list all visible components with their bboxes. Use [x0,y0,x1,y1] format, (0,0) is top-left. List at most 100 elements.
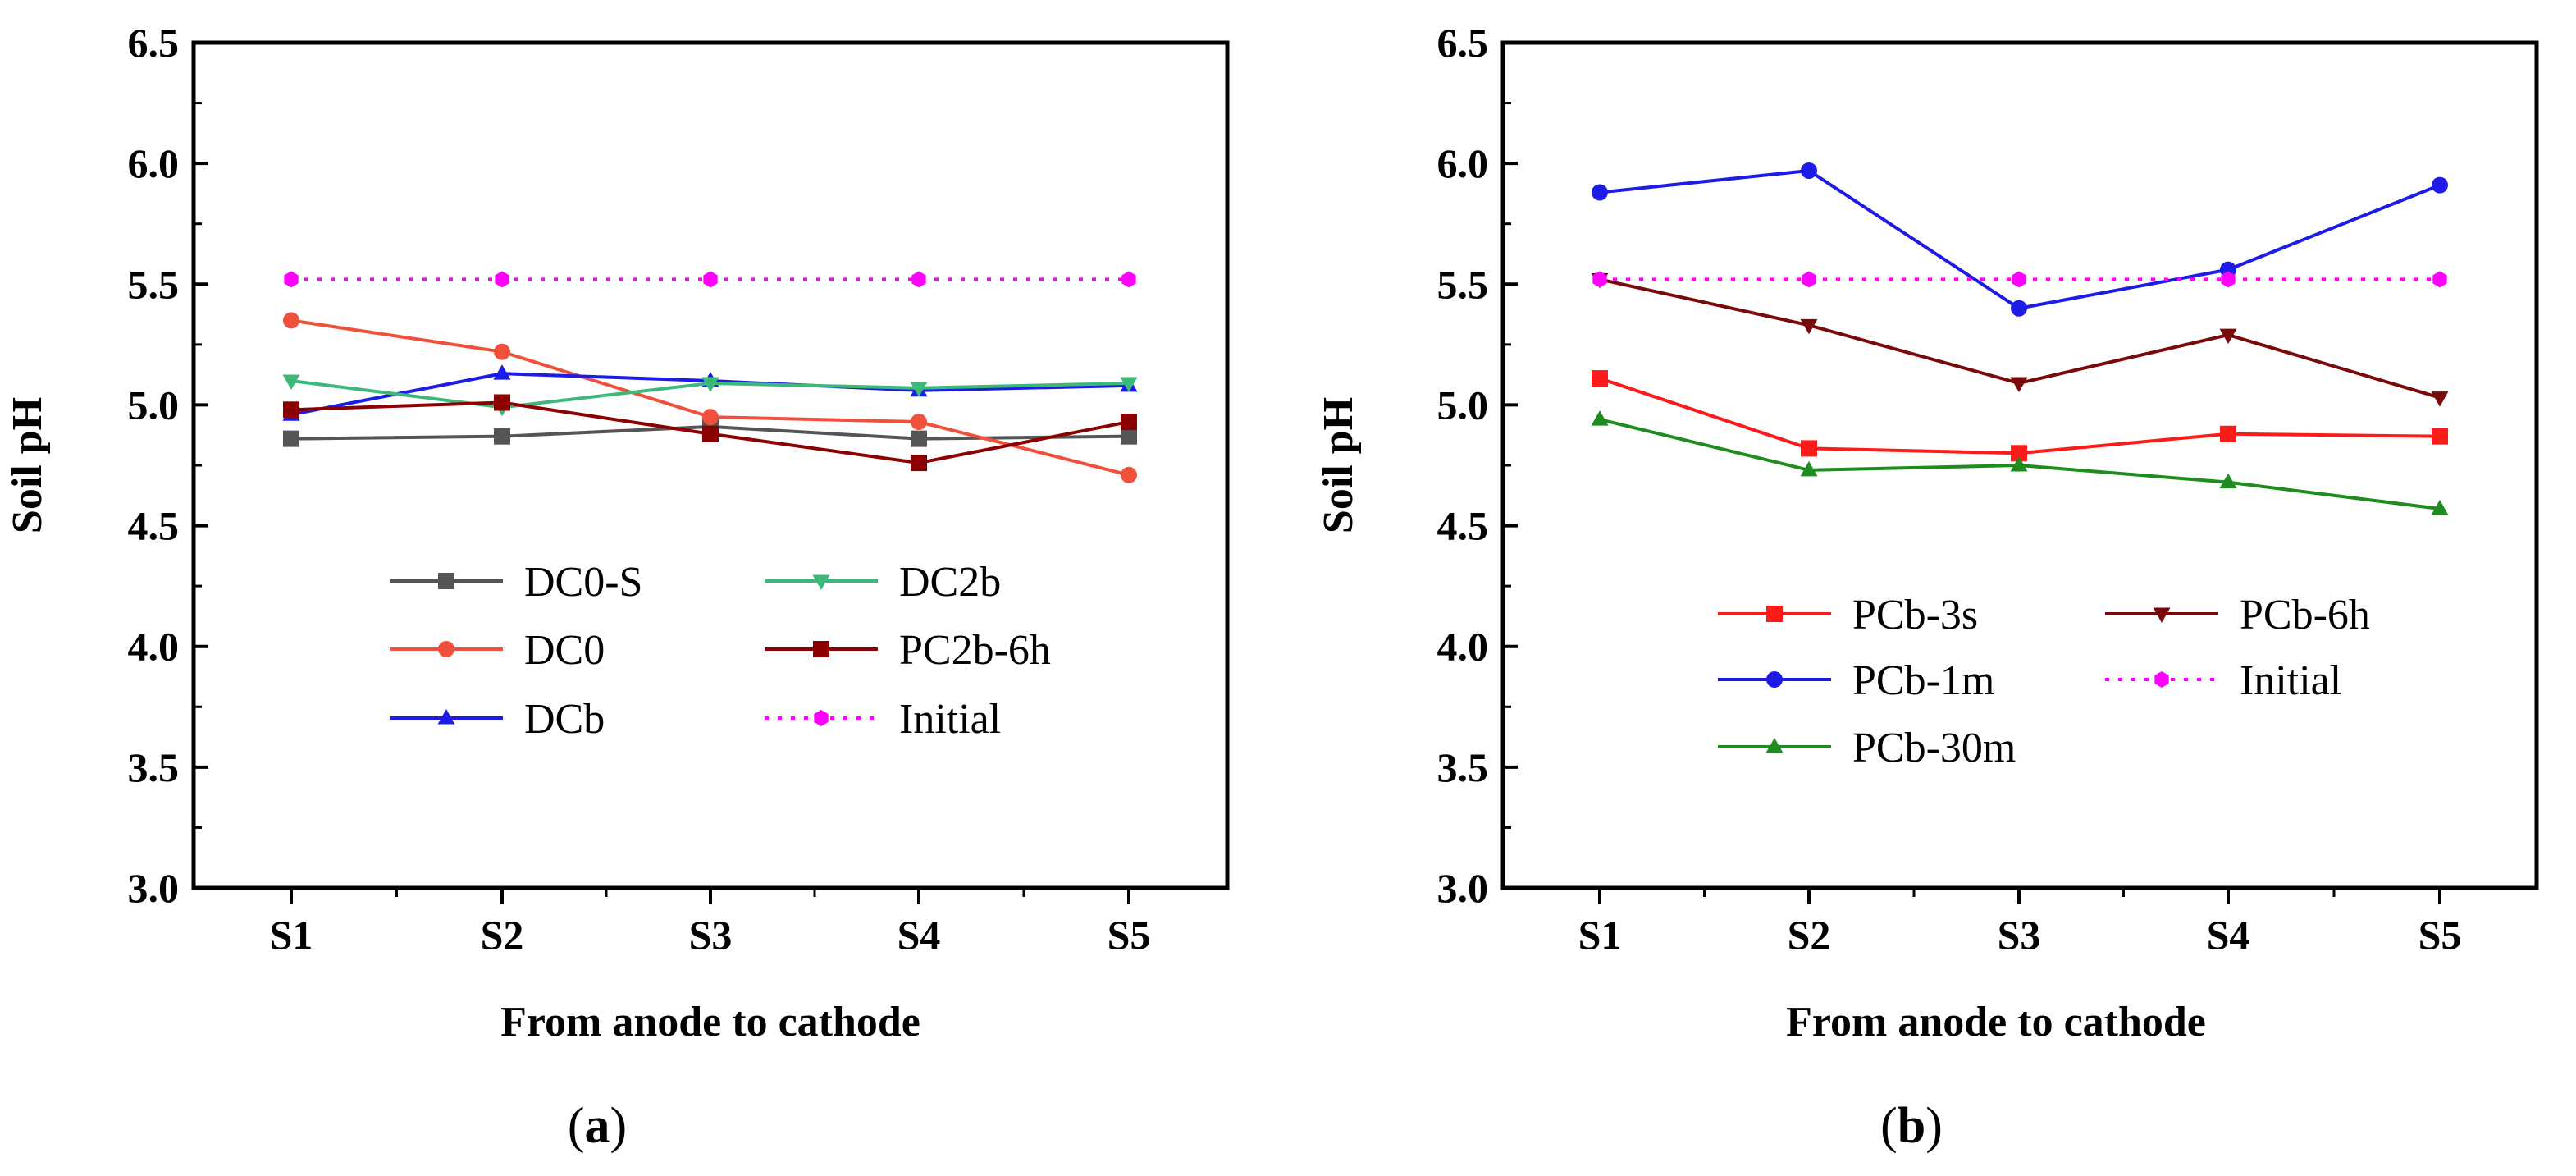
x-tick-label: S3 [1998,912,2041,958]
data-point [1592,271,1607,288]
data-point [1801,440,1817,457]
legend-label: PC2b-6h [899,627,1051,674]
series-pcb-1m [1592,162,2448,317]
series-line [1599,168,2441,310]
data-point [283,312,299,329]
y-tick-label: 3.5 [128,744,180,790]
x-tick-label: S1 [270,912,313,958]
y-tick-label: 3.5 [1437,744,1489,790]
x-tick-label: S2 [1788,912,1831,958]
y-tick-label: 6.0 [128,140,180,186]
data-point [2431,499,2449,515]
data-point [702,425,719,442]
legend-label: Initial [899,696,1001,743]
data-point [495,271,509,288]
data-point [911,430,927,447]
series-pcb-3s [1592,370,2448,462]
series-initial [284,271,1136,288]
data-point [284,271,299,288]
x-tick-label: S5 [2418,912,2462,958]
data-point [494,394,510,411]
data-point [2432,176,2448,194]
legend-marker [1765,738,1784,753]
data-point [911,414,927,431]
legend-marker [437,709,455,725]
data-point [1800,460,1818,477]
data-point [1121,466,1137,483]
data-point [1801,162,1817,179]
y-tick-label: 3.0 [128,865,180,911]
data-point [2432,271,2447,288]
panel-label: (b) [1880,1098,1943,1154]
data-point [2011,445,2027,462]
data-point [2012,271,2026,288]
panel-b: 3.0 3.5 4.0 4.5 5.0 5.5 6.0 6.5 S1 S2 S3 S4 S5 From a… [1315,20,2539,1154]
data-point [1591,410,1609,426]
data-point [701,377,719,392]
y-tick-label: 6.5 [128,20,180,66]
x-tick-label: S2 [481,912,524,958]
legend-label: PCb-30m [1852,725,2016,771]
legend-marker [2154,671,2169,688]
legend: DC0-S DC0 DCb DC2b PC2b-6h Initial [390,559,1051,743]
data-point [1592,184,1608,201]
legend-label: DCb [524,696,605,743]
y-tick-label: 4.5 [128,503,180,549]
series-initial [1592,271,2447,288]
data-point [2221,271,2236,288]
legend-label: PCb-6h [2240,592,2370,638]
data-point [911,271,926,288]
series-dc0 [283,312,1137,483]
legend-label: Initial [2240,657,2341,704]
data-point [2010,456,2028,472]
legend: PCb-3s PCb-1m PCb-30m PCb-6h Initial [1718,592,2370,771]
legend-marker [2153,607,2171,623]
data-point [1121,414,1137,431]
y-tick-label: 5.5 [128,261,180,307]
legend-label: PCb-3s [1852,592,1978,638]
y-tick-label: 6.5 [1437,20,1489,66]
x-tick-label: S4 [2207,912,2250,958]
y-tick-label: 6.0 [1437,140,1489,186]
legend-label: PCb-1m [1852,657,1994,704]
data-point [283,401,299,419]
plot-frame [191,40,1230,890]
data-point [2011,300,2027,317]
legend-marker [812,574,830,590]
legend-marker [438,641,454,657]
data-point [703,271,718,288]
y-tick-label: 4.0 [128,624,180,670]
y-tick-label: 5.0 [1437,382,1489,428]
data-point [2220,425,2236,442]
series-pcb-30m [1591,410,2449,515]
data-point [1121,428,1137,445]
legend-marker [813,641,829,657]
data-point [1121,271,1136,288]
x-tick-label: S1 [1578,912,1622,958]
y-tick-label: 5.5 [1437,261,1489,307]
legend-label: DC0-S [524,559,642,606]
data-point [911,455,927,472]
legend-marker [1766,671,1783,688]
y-axis-title: Soil pH [4,397,51,533]
legend-marker [438,573,454,589]
legend-label: DC0 [524,627,605,674]
legend-label: DC2b [899,559,1001,606]
data-point [702,409,719,426]
data-point [2010,377,2028,392]
y-tick-label: 4.5 [1437,503,1489,549]
data-point [1802,271,1816,288]
x-axis-title: From anode to cathode [500,999,920,1046]
data-point [910,382,928,397]
data-point [494,428,510,445]
y-tick-label: 5.0 [128,382,180,428]
x-tick-label: S5 [1108,912,1151,958]
data-point [1120,377,1138,392]
data-point [282,374,300,390]
data-point [493,364,511,380]
y-tick-label: 4.0 [1437,624,1489,670]
data-point [1800,318,1818,335]
panel-a: 3.0 3.5 4.0 4.5 5.0 5.5 6.0 6.5 S1 S2 S3 S4 S5 From a… [4,20,1230,1154]
panel-label: (a) [568,1098,627,1154]
